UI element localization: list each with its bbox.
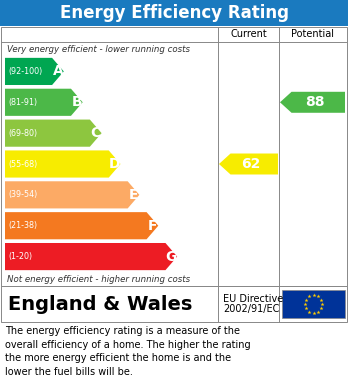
Text: (55-68): (55-68)	[8, 160, 37, 169]
Bar	[0, 0, 348, 26]
Text: England & Wales: England & Wales	[8, 294, 192, 314]
Text: (81-91): (81-91)	[8, 98, 37, 107]
Text: A: A	[53, 65, 63, 79]
Text: E: E	[129, 188, 138, 202]
Text: (21-38): (21-38)	[8, 221, 37, 230]
Text: Very energy efficient - lower running costs: Very energy efficient - lower running co…	[7, 45, 190, 54]
Polygon shape	[219, 154, 278, 174]
Bar	[1, 27, 347, 286]
Text: Not energy efficient - higher running costs: Not energy efficient - higher running co…	[7, 275, 190, 284]
Text: (1-20): (1-20)	[8, 252, 32, 261]
Text: The energy efficiency rating is a measure of the
overall efficiency of a home. T: The energy efficiency rating is a measur…	[5, 326, 251, 377]
Polygon shape	[5, 151, 120, 178]
Text: Energy Efficiency Rating: Energy Efficiency Rating	[60, 4, 288, 22]
Polygon shape	[5, 120, 102, 147]
Text: EU Directive: EU Directive	[223, 294, 283, 303]
Text: D: D	[109, 157, 120, 171]
Text: (92-100): (92-100)	[8, 67, 42, 76]
Text: 2002/91/EC: 2002/91/EC	[223, 305, 279, 314]
Text: Potential: Potential	[292, 29, 334, 39]
Text: (39-54): (39-54)	[8, 190, 37, 199]
Bar	[282, 290, 345, 318]
Text: G: G	[166, 249, 177, 264]
Polygon shape	[5, 212, 158, 239]
Text: F: F	[148, 219, 157, 233]
Polygon shape	[5, 181, 140, 208]
Polygon shape	[280, 92, 345, 113]
Text: Current: Current	[230, 29, 267, 39]
Polygon shape	[5, 89, 83, 116]
Bar	[1, 286, 347, 322]
Text: C: C	[90, 126, 101, 140]
Text: 88: 88	[305, 95, 325, 109]
Polygon shape	[5, 243, 177, 270]
Text: B: B	[72, 95, 82, 109]
Polygon shape	[5, 58, 64, 85]
Text: (69-80): (69-80)	[8, 129, 37, 138]
Text: 62: 62	[241, 157, 261, 171]
